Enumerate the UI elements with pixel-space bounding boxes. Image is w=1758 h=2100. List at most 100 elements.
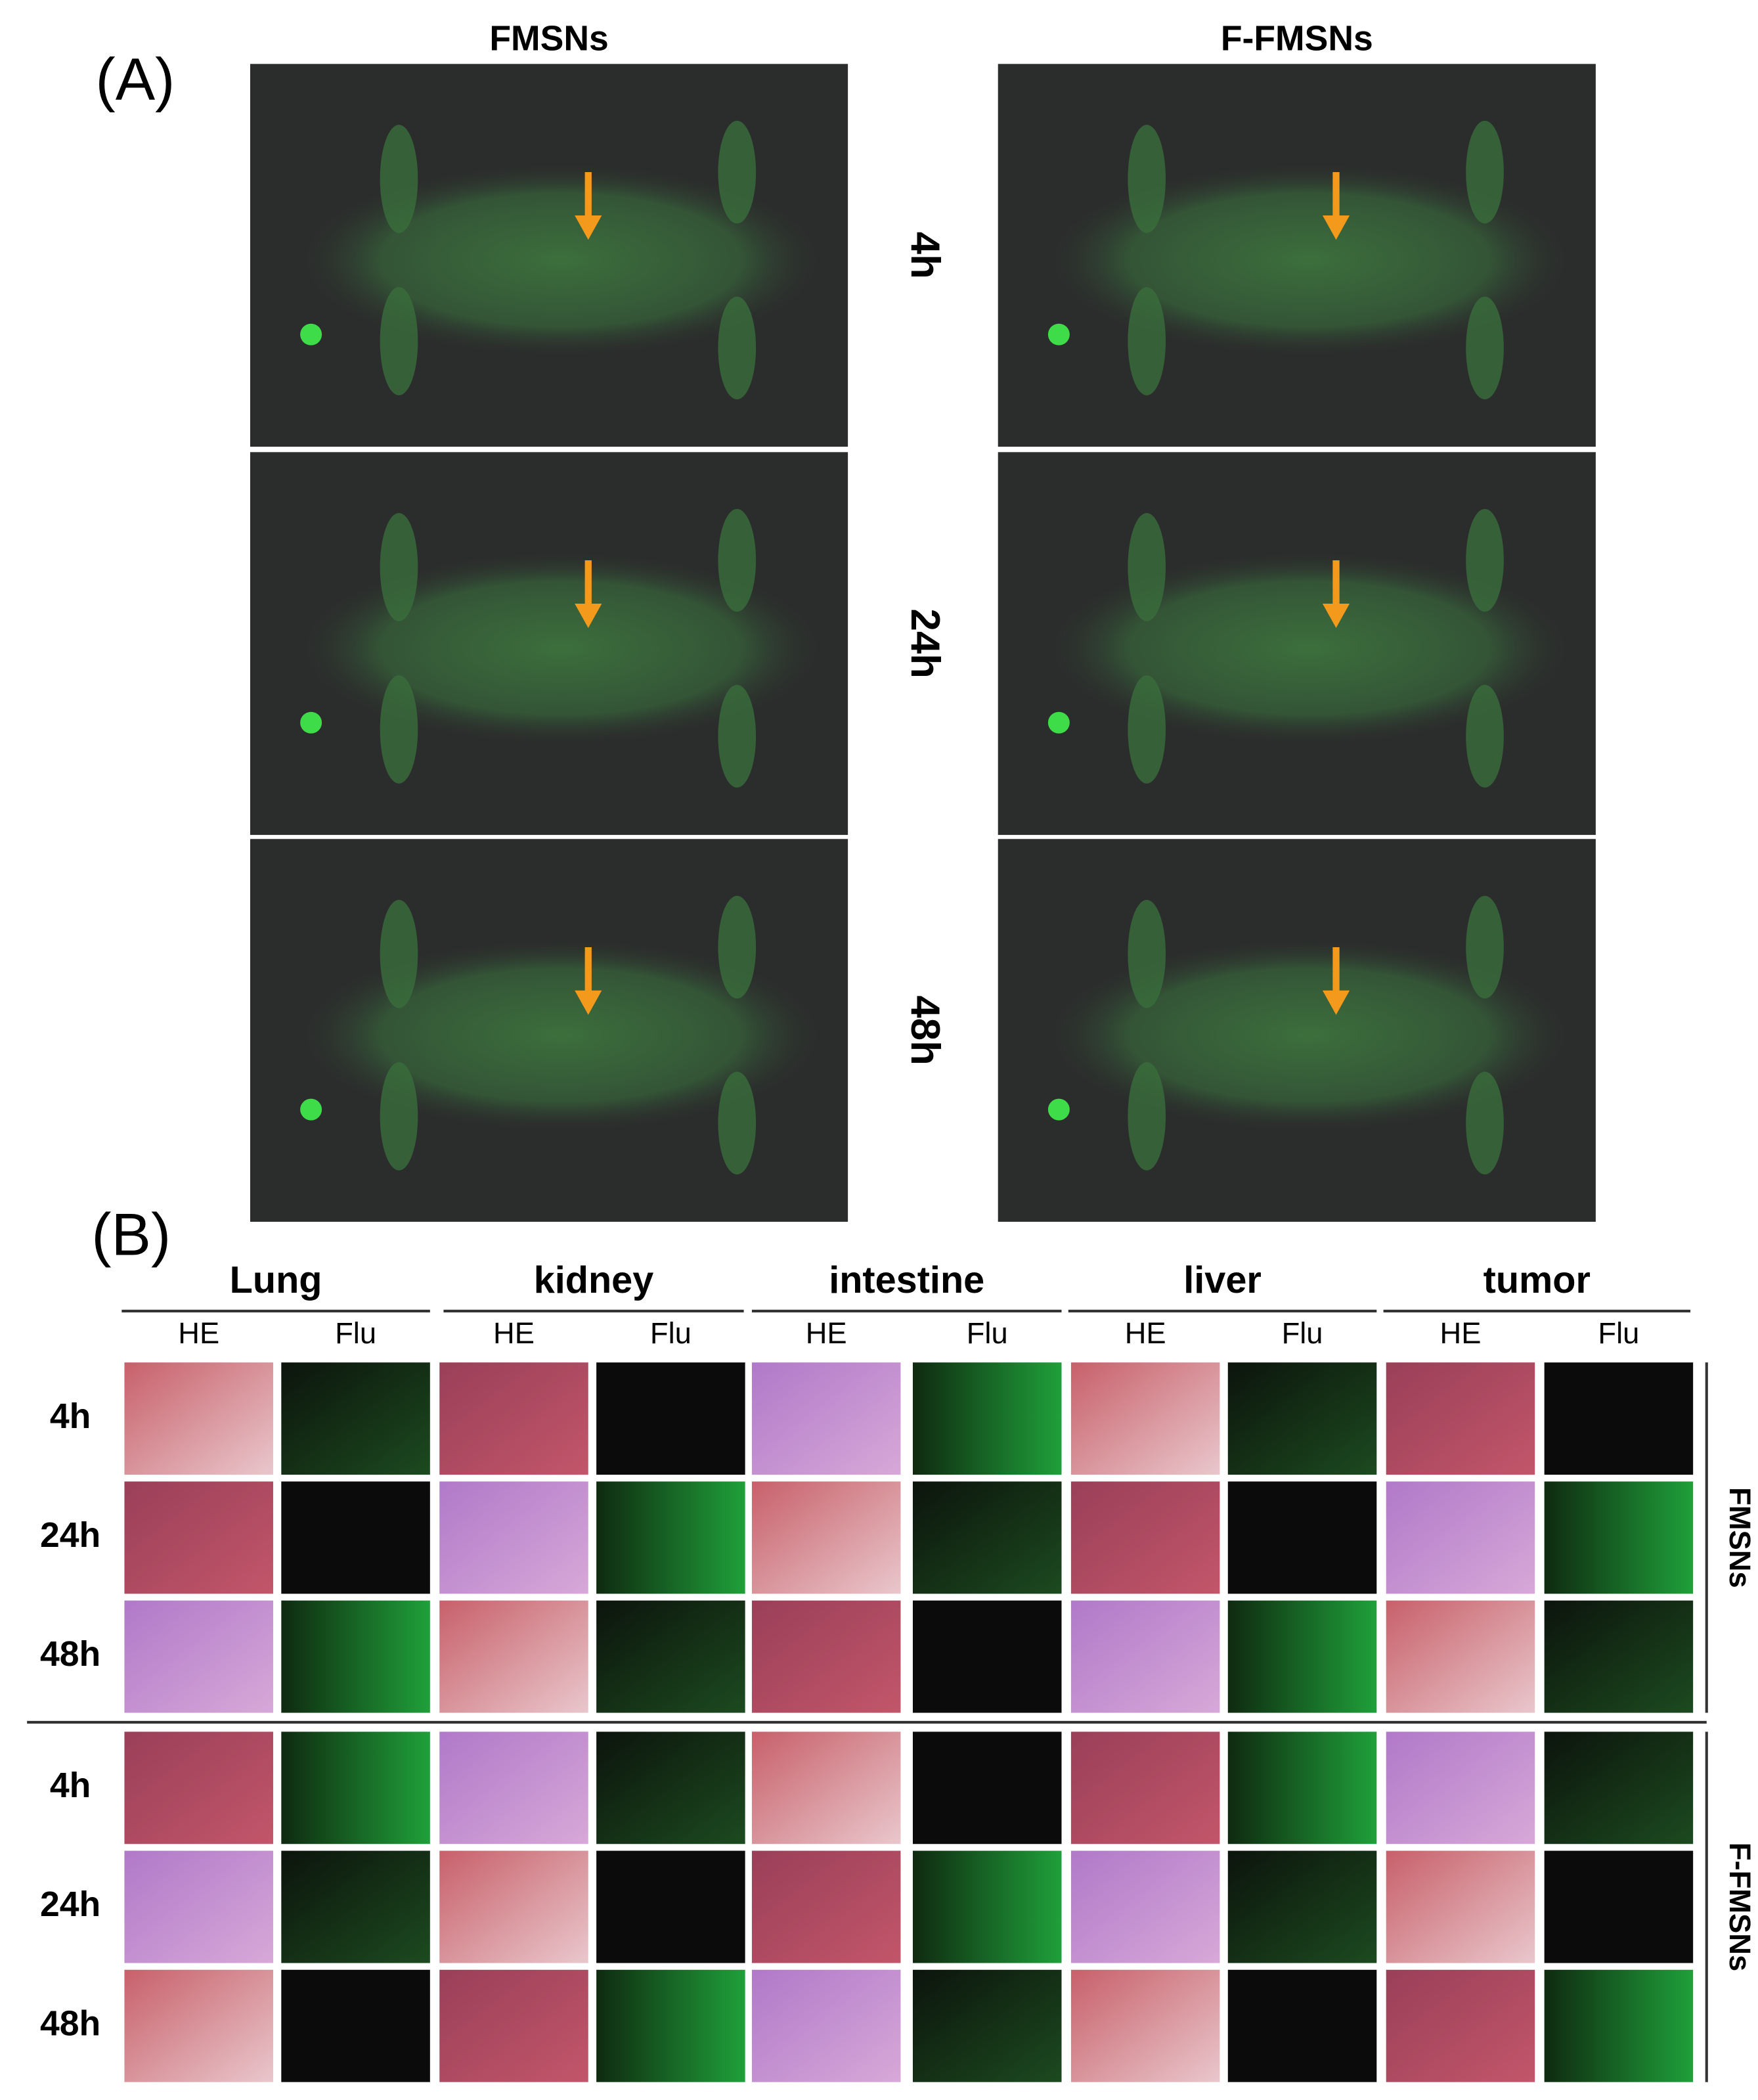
mouse-limb [1466,508,1504,612]
flu-image [912,1362,1062,1475]
he-image [439,1481,588,1594]
mouse-limb [380,124,418,233]
mouse-body [304,553,818,744]
arrow-head [575,990,602,1015]
he-image [751,1362,901,1475]
he-image [124,1731,273,1844]
flu-image [596,1850,745,1963]
panel-label: (A) [96,47,175,113]
flu-image [912,1600,1062,1713]
mouse-limb [1128,1062,1166,1171]
stain-label: Flu [1598,1316,1639,1350]
row-label: 4h [50,1397,91,1436]
row-label: 24h [40,1885,100,1924]
arrow-head [575,215,602,240]
mouse-body [1052,553,1566,744]
he-image [124,1481,273,1594]
he-image [1386,1362,1535,1475]
row-label: 24h [40,1516,100,1555]
row-label: 4h [50,1766,91,1805]
flu-image [1227,1850,1377,1963]
flu-image [596,1600,745,1713]
he-image [751,1731,901,1844]
he-image [1070,1850,1220,1963]
stain-label: HE [1125,1316,1166,1350]
flu-image [1544,1600,1694,1713]
he-image [1386,1850,1535,1963]
mouse-limb [1466,895,1504,999]
signal-spot [300,323,322,346]
stain-label: HE [1440,1316,1482,1350]
he-image [751,1481,901,1594]
he-image [1386,1969,1535,2082]
signal-spot [1047,711,1070,734]
flu-image [1227,1481,1377,1594]
mouse-body [1052,940,1566,1130]
he-image [1070,1731,1220,1844]
flu-image [596,1481,745,1594]
mouse-limb [718,120,757,224]
row-label: 48h [40,1635,100,1674]
organ-header: liver [1183,1259,1262,1301]
he-image [439,1850,588,1963]
flu-image [1227,1600,1377,1713]
arrow-head [575,603,602,629]
mouse-limb [1128,512,1166,621]
flu-image [912,1969,1062,2082]
mouse-limb [380,287,418,395]
he-image [1386,1481,1535,1594]
mouse-limb [718,508,757,612]
organ-header: Lung [230,1259,322,1301]
group-label: FMSNs [1723,1487,1757,1588]
arrow-head [1322,603,1350,629]
column-header: F-FMSNs [1221,19,1373,58]
stain-label: HE [493,1316,535,1350]
mouse-limb [1466,296,1504,400]
mouse-limb [1466,1071,1504,1174]
he-image [124,1850,273,1963]
mouse-limb [380,1062,418,1171]
he-image [439,1969,588,2082]
he-image [1386,1731,1535,1844]
he-image [1070,1481,1220,1594]
stain-label: HE [178,1316,219,1350]
stain-label: Flu [1282,1316,1323,1350]
time-label: 4h [902,232,948,279]
flu-image [281,1600,430,1713]
flu-image [912,1481,1062,1594]
flu-image [596,1731,745,1844]
time-label: 24h [902,608,948,678]
mouse-limb [718,895,757,999]
flu-image [281,1362,430,1475]
stain-label: Flu [650,1316,692,1350]
mouse-limb [718,1071,757,1174]
flu-image [1544,1481,1694,1594]
stain-label: Flu [335,1316,376,1350]
he-image [1070,1600,1220,1713]
flu-image [912,1731,1062,1844]
signal-spot [300,711,322,734]
signal-spot [1047,1098,1070,1121]
he-image [1386,1600,1535,1713]
he-image [751,1600,901,1713]
flu-image [1544,1731,1694,1844]
flu-image [281,1969,430,2082]
flu-image [1227,1362,1377,1475]
he-image [439,1362,588,1475]
arrow-head [1322,215,1350,240]
he-image [124,1969,273,2082]
mouse-limb [1128,675,1166,784]
mouse-body [304,165,818,355]
he-image [124,1362,273,1475]
he-image [751,1969,901,2082]
stain-label: Flu [967,1316,1008,1350]
signal-spot [1047,323,1070,346]
flu-image [281,1481,430,1594]
mouse-limb [1466,684,1504,788]
he-image [439,1600,588,1713]
mouse-limb [1128,287,1166,395]
he-image [124,1600,273,1713]
mouse-limb [1128,124,1166,233]
column-header: FMSNs [489,19,608,58]
